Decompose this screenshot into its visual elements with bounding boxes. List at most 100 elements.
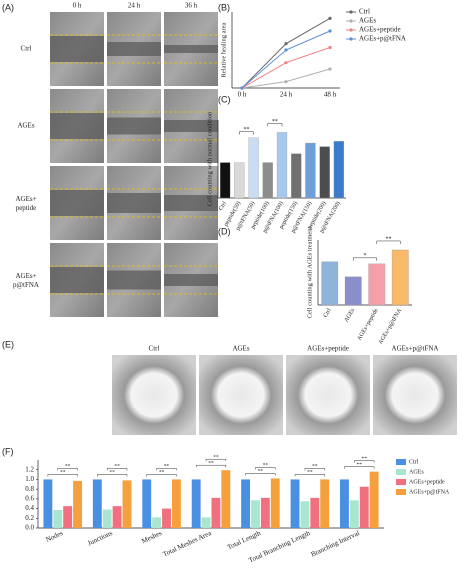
column-header: AGEs+peptide [307, 345, 349, 353]
significance-label: ** [263, 463, 269, 469]
x-tick-label: 48 h [324, 91, 337, 99]
bar [359, 486, 369, 528]
significance-bracket [205, 458, 227, 462]
x-tick-label: 24 h [280, 91, 293, 99]
significance-label: ** [65, 464, 71, 470]
y-tick-label: 0.8 [25, 485, 34, 493]
bar [291, 153, 302, 199]
point [284, 48, 288, 52]
panel-label: (F) [2, 446, 14, 456]
point [284, 80, 288, 84]
bar [340, 479, 349, 528]
bar [262, 162, 273, 199]
significance-label: ** [159, 470, 165, 476]
y-tick-label: 0.4 [25, 504, 34, 512]
x-tick-label: Nodes [45, 529, 65, 544]
micrograph [373, 355, 457, 435]
bar [102, 509, 112, 528]
significance-bracket [47, 474, 78, 477]
y-tick-label: 0.0 [25, 524, 34, 532]
significance-bracket [195, 464, 227, 468]
x-tick-label: Branching Interval [310, 529, 361, 559]
panel-label: (C) [218, 94, 231, 104]
point [328, 45, 332, 50]
bar [391, 249, 409, 306]
bar [221, 470, 231, 528]
legend-marker [349, 10, 353, 14]
bar [112, 506, 122, 528]
x-tick-label: Total Length [226, 529, 262, 552]
bar [63, 506, 73, 528]
significance-label: * [364, 253, 367, 259]
legend-marker [349, 28, 353, 32]
bar [349, 500, 359, 528]
legend-label: AGEs+p@tFNA [359, 35, 406, 43]
bar [248, 137, 259, 199]
bar [219, 162, 231, 199]
significance-label: ** [272, 119, 278, 125]
scratch-gap [50, 113, 104, 139]
y-tick-label: 0.6 [25, 494, 34, 502]
scratch-gap [50, 36, 104, 62]
significance-bracket [239, 131, 254, 135]
y-axis-label: Cell counting with AGEs treatment [306, 226, 313, 318]
scratch-gap [164, 274, 218, 286]
legend-label: AGEs+peptide [409, 479, 445, 485]
row-label: Ctrl [21, 45, 32, 53]
bar [320, 479, 330, 528]
significance-bracket [146, 474, 177, 477]
x-tick-label: Meshes [140, 529, 163, 545]
significance-label: ** [386, 236, 392, 242]
bar [211, 497, 221, 528]
bar [92, 479, 102, 528]
series-line [241, 17, 331, 89]
column-header: 24 h [128, 2, 141, 10]
significance-label: ** [60, 470, 66, 476]
bar [300, 501, 310, 528]
series-line [241, 68, 331, 89]
column-header: Ctrl [149, 345, 160, 353]
x-tick-label: AGEs+peptide [357, 307, 380, 341]
series-line [241, 30, 331, 89]
bar [310, 497, 320, 528]
row-label: AGEs+ p@tFNA [13, 272, 39, 289]
row-label-line: peptide [16, 204, 37, 212]
micrograph [286, 355, 370, 435]
y-axis-label: Relative healing area [220, 22, 227, 77]
bar [276, 132, 288, 199]
bar [122, 480, 132, 528]
scratch-gap [50, 267, 104, 293]
bar [234, 162, 245, 199]
significance-label: ** [307, 470, 313, 476]
bar [142, 479, 152, 528]
point [240, 86, 244, 90]
significance-bracket [156, 468, 177, 471]
x-tick-label: AGEs [344, 307, 357, 323]
significance-label: ** [361, 456, 367, 462]
x-tick-label: Total Meshes Area [162, 529, 214, 559]
point [328, 16, 332, 20]
point [328, 67, 332, 71]
significance-label: ** [213, 454, 219, 460]
significance-bracket [97, 474, 128, 477]
legend-label: AGEs+p@tFNA [409, 489, 450, 495]
significance-bracket [354, 460, 375, 463]
x-tick-label: Junctions [86, 529, 114, 548]
significance-bracket [57, 468, 78, 471]
significance-label: ** [258, 469, 264, 475]
bar [290, 479, 300, 528]
bar [344, 276, 362, 306]
scratch-gap [107, 42, 161, 56]
bar [305, 142, 316, 199]
bar [191, 479, 201, 528]
significance-bracket [245, 473, 276, 476]
legend-swatch [396, 459, 406, 465]
significance-bracket [344, 466, 375, 469]
micrograph [199, 355, 283, 435]
x-tick-label: Ctrl [323, 307, 333, 318]
bar [369, 471, 379, 528]
bar [162, 508, 171, 528]
scratch-gap [107, 270, 161, 290]
legend-label: AGEs+peptide [359, 26, 401, 34]
